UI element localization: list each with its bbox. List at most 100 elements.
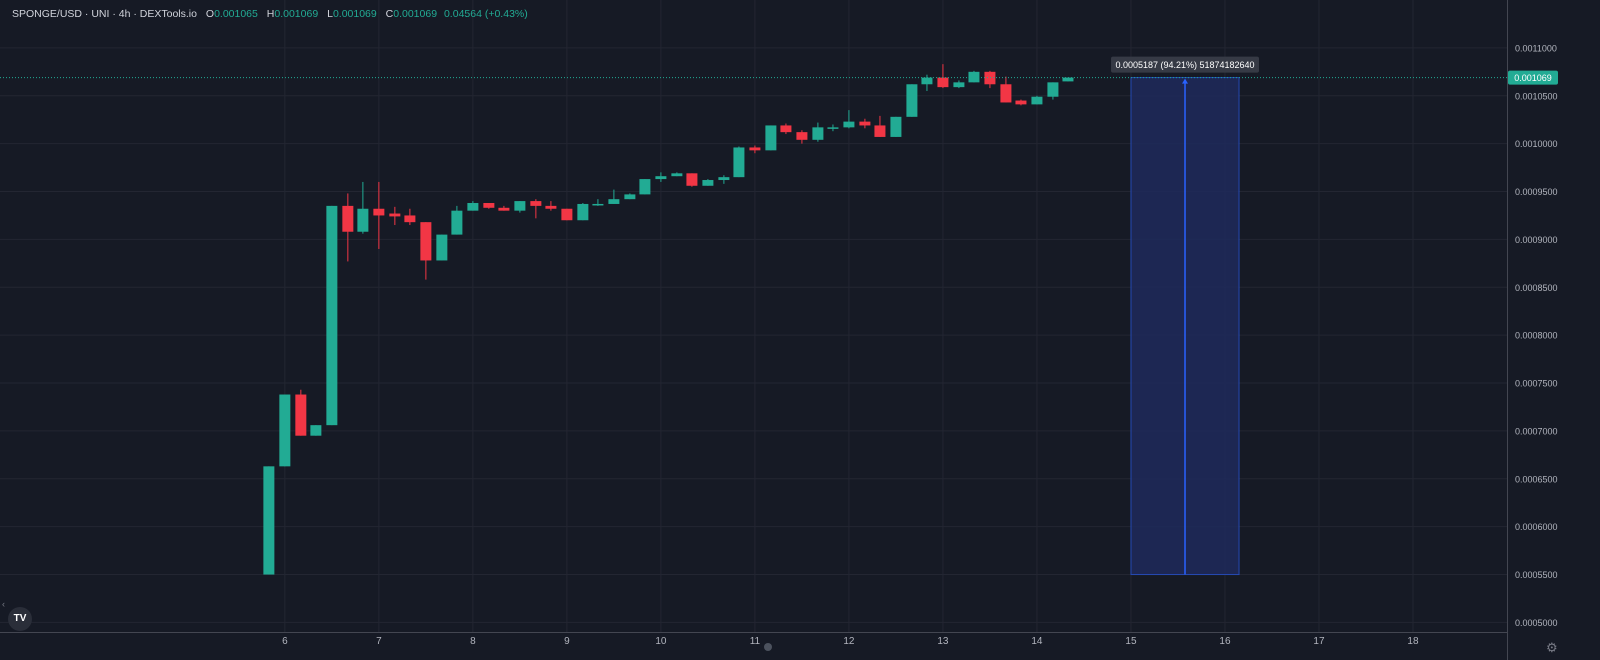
x-tick-label: 12 — [843, 636, 855, 647]
candle-body-down — [859, 121, 871, 126]
measure-label: 0.0005187 (94.21%) 51874182640 — [1115, 60, 1254, 70]
y-tick-label: 0.0007000 — [1515, 426, 1558, 436]
x-tick-label: 18 — [1407, 636, 1419, 647]
tradingview-logo[interactable]: TV — [8, 607, 32, 631]
x-tick-label: 8 — [470, 636, 476, 647]
candle-body-up — [577, 203, 589, 221]
price-tag-label: 0.001069 — [1514, 73, 1552, 83]
x-tick-label: 16 — [1219, 636, 1231, 647]
close-value: 0.001069 — [393, 8, 438, 20]
candle-body-up — [718, 177, 730, 181]
y-tick-label: 0.0008500 — [1515, 283, 1558, 293]
axes: 0.0011000 0.0010500 0.0010000 0.0009500 0.00… — [0, 0, 1558, 660]
candle-body-down — [404, 215, 416, 223]
candle-body-down — [1000, 84, 1012, 103]
close-label: C — [385, 8, 394, 20]
measure-arrow-head — [1182, 78, 1189, 84]
price-range-measure: 0.0005187 (94.21%) 51874182640 — [1111, 56, 1260, 576]
candle-body-up — [263, 466, 275, 575]
candle-body-down — [498, 207, 510, 211]
scroll-handle[interactable] — [764, 643, 772, 651]
candle-body-up — [827, 127, 839, 129]
candle-body-up — [655, 176, 667, 180]
high-value: 0.001069 — [274, 8, 319, 20]
x-tick-label: 15 — [1125, 636, 1137, 647]
candle-body-up — [436, 234, 448, 261]
candle-body-up — [1062, 77, 1074, 82]
open-value: 0.001065 — [214, 8, 258, 20]
candle-body-down — [420, 222, 432, 261]
y-tick-label: 0.0009000 — [1515, 235, 1558, 245]
candle-body-up — [357, 208, 369, 232]
candle-body-down — [749, 147, 761, 151]
y-tick-label: 0.0005000 — [1515, 618, 1558, 628]
candle-body-down — [874, 125, 886, 137]
candle-body-up — [467, 203, 479, 211]
candle-body-up — [326, 205, 338, 426]
y-tick-label: 0.0010000 — [1515, 139, 1558, 149]
candle-body-down — [483, 203, 495, 208]
candle-body-up — [639, 179, 651, 195]
y-tick-label: 0.0008000 — [1515, 331, 1558, 341]
candle-body-down — [1015, 100, 1027, 105]
candle-body-up — [1031, 96, 1043, 105]
collapse-caret-icon[interactable]: ‹ — [2, 599, 5, 609]
x-tick-label: 17 — [1313, 636, 1325, 647]
low-label: L — [327, 8, 333, 20]
x-tick-label: 11 — [750, 636, 761, 647]
x-tick-label: 10 — [655, 636, 667, 647]
candle-body-up — [968, 71, 980, 83]
symbol-title[interactable]: SPONGE/USD · UNI · 4h · DEXTools.io — [12, 8, 197, 20]
open-label: O — [205, 8, 215, 20]
candle-body-up — [765, 125, 777, 151]
candle-body-down — [545, 205, 557, 209]
x-tick-label: 7 — [376, 636, 382, 647]
candle-body-up — [592, 203, 604, 206]
candle-body-down — [937, 77, 949, 88]
candle-body-up — [702, 180, 714, 186]
gear-icon[interactable]: ⚙ — [1546, 640, 1558, 655]
candle-body-up — [451, 210, 463, 235]
candle-body-down — [780, 125, 792, 133]
candle-body-down — [561, 208, 573, 221]
candle-body-down — [389, 213, 401, 217]
candle-body-up — [906, 84, 918, 117]
measure-label-bg — [1111, 56, 1260, 73]
candles — [263, 64, 1074, 575]
candle-body-up — [953, 82, 965, 88]
candle-body-down — [373, 208, 385, 216]
x-tick-label: 6 — [282, 636, 288, 647]
current-price-line: 0.001069 — [0, 70, 1558, 85]
candle-body-down — [342, 205, 354, 232]
y-tick-label: 0.0006000 — [1515, 522, 1558, 532]
candle-body-up — [310, 425, 322, 436]
y-tick-label: 0.0011000 — [1515, 43, 1557, 53]
price-tag-bg — [1508, 70, 1558, 85]
candle-body-down — [530, 201, 542, 206]
candle-body-down — [796, 132, 808, 140]
candle-body-up — [514, 201, 526, 211]
candle-body-up — [1047, 82, 1059, 97]
symbol-legend[interactable]: SPONGE/USD · UNI · 4h · DEXTools.io O0.0… — [12, 8, 528, 20]
candle-body-up — [890, 116, 902, 137]
y-tick-label: 0.0006500 — [1515, 474, 1558, 484]
candle-body-down — [984, 71, 996, 85]
y-tick-label: 0.0007500 — [1515, 379, 1558, 389]
grid — [0, 0, 1507, 632]
candle-body-up — [671, 173, 683, 177]
candle-body-up — [279, 394, 291, 467]
candle-body-up — [812, 127, 824, 140]
y-tick-label: 0.0005500 — [1515, 570, 1558, 580]
x-tick-label: 14 — [1031, 636, 1043, 647]
candle-body-up — [624, 194, 636, 200]
candle-body-up — [921, 77, 933, 85]
change-value: 0.04564 (+0.43%) — [443, 8, 528, 20]
low-value: 0.001069 — [332, 8, 377, 20]
candle-body-up — [843, 121, 855, 128]
candle-body-up — [733, 147, 745, 178]
x-tick-label: 9 — [564, 636, 570, 647]
x-tick-label: 13 — [937, 636, 949, 647]
candle-body-up — [608, 199, 620, 204]
